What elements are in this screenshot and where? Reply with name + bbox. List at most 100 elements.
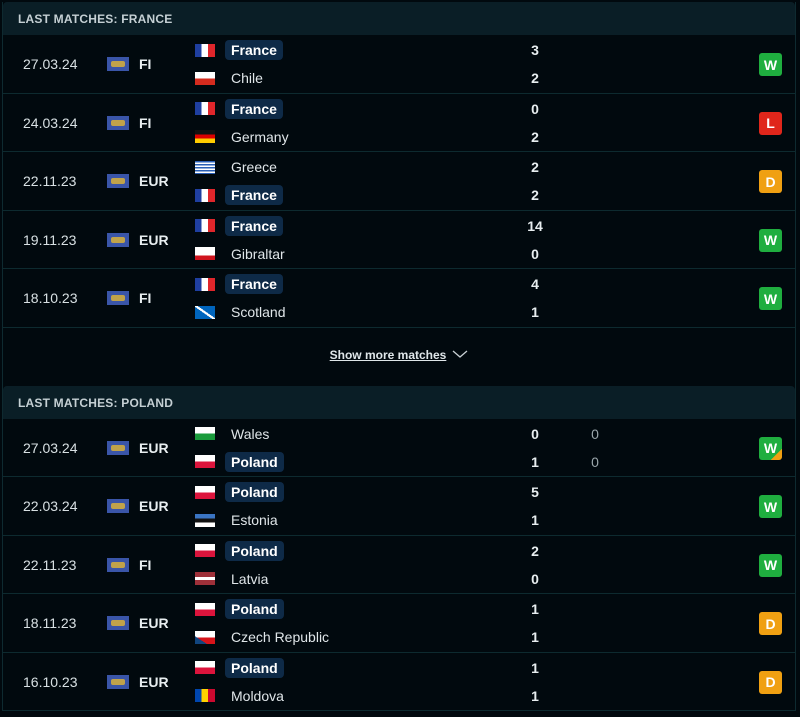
competition-label: FI xyxy=(139,556,152,573)
home-team[interactable]: France xyxy=(195,98,283,120)
home-team[interactable]: Poland xyxy=(195,481,284,503)
home-team[interactable]: Greece xyxy=(195,156,283,178)
match-row[interactable]: 16.10.23 EUR Poland 1 Moldova 1 D xyxy=(3,653,795,711)
match-date: 27.03.24 xyxy=(23,56,78,72)
home-score: 5 xyxy=(531,484,539,500)
away-team-name: Chile xyxy=(231,70,263,86)
competition-world-icon xyxy=(107,174,129,188)
home-score: 14 xyxy=(527,217,543,234)
match-row[interactable]: 27.03.24 FI France 3 Chile 2 W xyxy=(3,35,795,94)
match-row[interactable]: 27.03.24 EUR Wales 0 0 Poland 1 0 W xyxy=(3,419,795,477)
home-team[interactable]: Poland xyxy=(195,598,284,620)
home-team-name: Poland xyxy=(225,599,284,619)
result-badge: W xyxy=(759,553,782,577)
gibraltar-flag-icon xyxy=(195,247,215,260)
home-score: 2 xyxy=(531,542,539,559)
competition-label: EUR xyxy=(139,231,169,248)
home-team-name: Poland xyxy=(225,540,284,561)
match-date: 22.03.24 xyxy=(23,498,78,514)
match-date: 24.03.24 xyxy=(23,114,78,131)
home-team[interactable]: France xyxy=(195,39,283,61)
home-team-name: Wales xyxy=(231,425,270,442)
competition-world-icon xyxy=(107,440,129,455)
home-team-name: France xyxy=(225,274,283,294)
match-row[interactable]: 18.10.23 FI France 4 Scotland 1 W xyxy=(3,269,795,328)
estonia-flag-icon xyxy=(195,513,215,527)
home-team-name: France xyxy=(225,215,283,236)
away-score: 1 xyxy=(531,629,539,645)
match-row[interactable]: 19.11.23 EUR France 14 Gibraltar 0 W xyxy=(3,211,795,269)
home-team[interactable]: Wales xyxy=(195,423,275,445)
result-badge: W xyxy=(759,228,782,252)
away-team[interactable]: Germany xyxy=(195,126,295,148)
home-team[interactable]: Poland xyxy=(195,540,284,562)
competition-label: EUR xyxy=(139,173,169,189)
match-date: 22.11.23 xyxy=(23,556,77,573)
poland-flag-icon xyxy=(195,661,215,674)
competition-world-icon xyxy=(107,115,129,130)
away-score: 1 xyxy=(531,453,539,470)
poland-flag-icon xyxy=(195,485,215,499)
competition-world-icon xyxy=(107,674,129,689)
home-score: 0 xyxy=(531,425,539,442)
competition-label: FI xyxy=(139,56,152,72)
poland-flag-icon xyxy=(195,602,215,616)
away-score: 1 xyxy=(531,687,539,704)
match-row[interactable]: 22.11.23 EUR Greece 2 France 2 D xyxy=(3,152,795,211)
section-header: LAST MATCHES: FRANCE xyxy=(3,2,795,35)
away-team[interactable]: Latvia xyxy=(195,568,274,590)
home-team[interactable]: France xyxy=(195,273,283,295)
away-team[interactable]: Estonia xyxy=(195,509,284,531)
away-team-name: Estonia xyxy=(231,512,278,528)
home-team[interactable]: Poland xyxy=(195,657,284,679)
away-team[interactable]: Czech Republic xyxy=(195,626,335,648)
france-flag-icon xyxy=(195,102,215,115)
home-score: 1 xyxy=(531,601,539,617)
poland-flag-icon xyxy=(195,455,215,468)
match-date: 16.10.23 xyxy=(23,673,78,690)
away-score: 2 xyxy=(531,70,539,86)
czech-flag-icon xyxy=(195,630,215,644)
away-team[interactable]: Gibraltar xyxy=(195,243,291,265)
competition-label: FI xyxy=(139,114,152,131)
match-row[interactable]: 24.03.24 FI France 0 Germany 2 L xyxy=(3,94,795,152)
france-flag-icon xyxy=(195,277,215,291)
result-badge: W xyxy=(759,495,782,518)
home-score: 3 xyxy=(531,42,539,58)
away-score: 0 xyxy=(531,245,539,262)
result-badge: L xyxy=(759,111,782,135)
competition-label: EUR xyxy=(139,673,169,690)
result-badge: W xyxy=(759,53,782,76)
scotland-flag-icon xyxy=(195,305,215,319)
germany-flag-icon xyxy=(195,130,215,143)
match-row[interactable]: 18.11.23 EUR Poland 1 Czech Republic 1 D xyxy=(3,594,795,653)
away-team[interactable]: Moldova xyxy=(195,685,290,707)
home-team-name: Greece xyxy=(231,159,277,175)
home-score: 1 xyxy=(531,659,539,676)
section-header: LAST MATCHES: POLAND xyxy=(3,385,795,419)
france-flag-icon xyxy=(195,188,215,202)
away-team[interactable]: Chile xyxy=(195,67,269,89)
match-row[interactable]: 22.03.24 EUR Poland 5 Estonia 1 W xyxy=(3,477,795,536)
competition-world-icon xyxy=(107,557,129,572)
away-team-name: Czech Republic xyxy=(231,629,330,645)
competition-world-icon xyxy=(107,232,129,247)
match-row[interactable]: 22.11.23 FI Poland 2 Latvia 0 W xyxy=(3,536,795,594)
home-team-name: France xyxy=(225,98,283,119)
match-date: 18.11.23 xyxy=(23,615,77,631)
chile-flag-icon xyxy=(195,71,215,85)
away-team-name: Scotland xyxy=(231,304,286,320)
away-team-name: Poland xyxy=(225,451,284,472)
latvia-flag-icon xyxy=(195,572,215,585)
result-badge: D xyxy=(759,612,782,635)
away-team[interactable]: Poland xyxy=(195,451,284,473)
result-badge: D xyxy=(759,170,782,193)
away-team[interactable]: Scotland xyxy=(195,301,291,323)
away-team[interactable]: France xyxy=(195,184,283,206)
result-badge: W xyxy=(759,287,782,310)
away-team-name: France xyxy=(225,185,283,205)
home-team[interactable]: France xyxy=(195,215,283,237)
show-more-matches-button[interactable]: Show more matches xyxy=(3,328,795,383)
competition-label: EUR xyxy=(139,498,169,514)
